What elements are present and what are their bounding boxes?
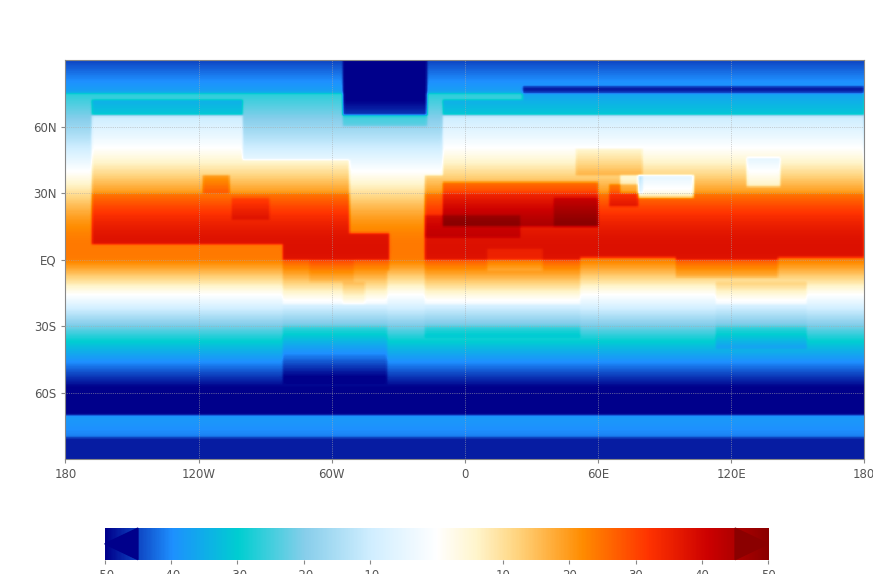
Polygon shape <box>105 528 138 560</box>
Polygon shape <box>735 528 768 560</box>
